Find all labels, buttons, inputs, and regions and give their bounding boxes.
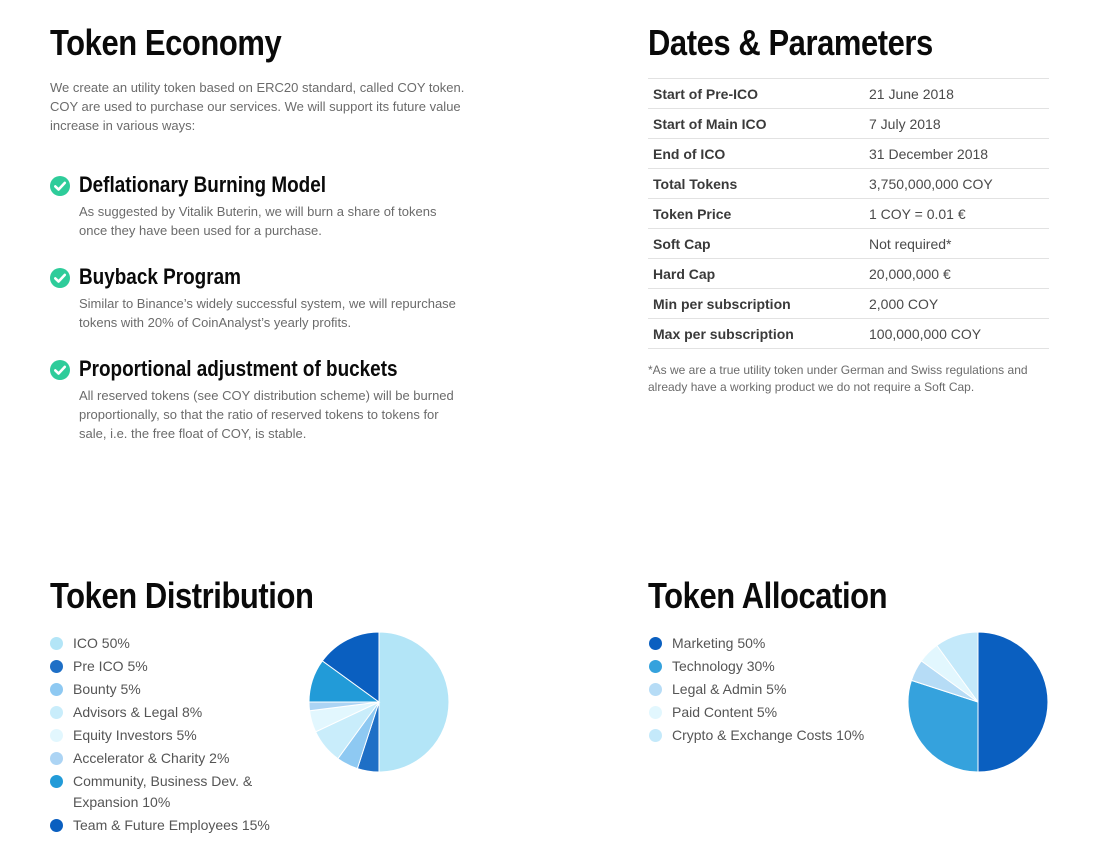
legend-swatch (50, 706, 63, 719)
legend-label: Technology 30% (672, 658, 775, 674)
table-row: Total Tokens 3,750,000,000 COY (648, 168, 1049, 199)
legend-swatch (50, 729, 63, 742)
feature-description: All reserved tokens (see COY distributio… (79, 388, 454, 441)
param-value: 3,750,000,000 COY (869, 175, 993, 192)
parameters-table: Start of Pre-ICO 21 June 2018 Start of Ma… (648, 78, 1049, 349)
legend-swatch (649, 683, 662, 696)
check-circle-icon (50, 176, 70, 196)
legend-item: Equity Investors 5% (50, 725, 290, 746)
legend-swatch (50, 752, 63, 765)
pie-slice (936, 631, 979, 704)
table-row: Min per subscription 2,000 COY (648, 288, 1049, 319)
pie-slice (321, 631, 380, 703)
feature-description: Similar to Binance’s widely successful s… (79, 296, 456, 330)
pie-slice (977, 631, 1049, 773)
pie-slice (378, 631, 450, 773)
param-value: 100,000,000 COY (869, 325, 982, 342)
allocation-legend: Marketing 50% Technology 30% Legal & Admin… (649, 633, 909, 748)
legend-swatch (649, 660, 662, 673)
param-label: Start of Main ICO (653, 115, 767, 132)
legend-label: ICO 50% (73, 635, 130, 651)
feature-title: Buyback Program (79, 264, 241, 289)
table-row: Hard Cap 20,000,000 € (648, 258, 1049, 289)
param-label: End of ICO (653, 145, 726, 162)
legend-label: Equity Investors 5% (73, 727, 197, 743)
legend-item: Accelerator & Charity 2% (50, 748, 290, 769)
param-value: 1 COY = 0.01 € (869, 205, 966, 222)
soft-cap-footnote: *As we are a true utility token under Ge… (648, 363, 1028, 394)
allocation-pie-chart (907, 631, 1049, 773)
table-row: Start of Main ICO 7 July 2018 (648, 108, 1049, 139)
distribution-legend: ICO 50% Pre ICO 5% Bounty 5% Advisors & Leg… (50, 633, 290, 838)
legend-label: Advisors & Legal 8% (73, 704, 203, 720)
legend-item: Technology 30% (649, 656, 909, 677)
legend-item: ICO 50% (50, 633, 290, 654)
token-allocation-title: Token Allocation (648, 575, 888, 616)
param-label: Soft Cap (653, 235, 711, 252)
token-distribution-title: Token Distribution (50, 575, 314, 616)
distribution-pie-chart (308, 631, 450, 773)
legend-label: Crypto & Exchange Costs 10% (672, 727, 865, 743)
param-label: Hard Cap (653, 265, 716, 282)
legend-item: Community, Business Dev. & Expansion 10% (50, 771, 290, 813)
legend-item: Pre ICO 5% (50, 656, 290, 677)
legend-swatch (649, 729, 662, 742)
legend-label: Legal & Admin 5% (672, 681, 787, 697)
param-label: Start of Pre-ICO (653, 85, 759, 102)
feature-title: Proportional adjustment of buckets (79, 356, 398, 381)
legend-swatch (649, 706, 662, 719)
table-row: End of ICO 31 December 2018 (648, 138, 1049, 169)
token-economy-title: Token Economy (50, 22, 282, 63)
param-label: Max per subscription (653, 325, 794, 342)
legend-swatch (50, 819, 63, 832)
param-value: 21 June 2018 (869, 85, 954, 102)
legend-item: Bounty 5% (50, 679, 290, 700)
param-value: 20,000,000 € (869, 265, 951, 282)
legend-label: Marketing 50% (672, 635, 766, 651)
legend-label: Pre ICO 5% (73, 658, 148, 674)
legend-swatch (50, 637, 63, 650)
legend-label: Accelerator & Charity 2% (73, 750, 230, 766)
param-label: Token Price (653, 205, 732, 222)
table-row: Max per subscription 100,000,000 COY (648, 318, 1049, 349)
legend-item: Paid Content 5% (649, 702, 909, 723)
legend-swatch (649, 637, 662, 650)
pie-slice (907, 679, 979, 773)
check-circle-icon (50, 268, 70, 288)
check-circle-icon (50, 360, 70, 380)
dates-parameters-title: Dates & Parameters (648, 22, 933, 63)
feature-title: Deflationary Burning Model (79, 172, 327, 197)
param-label: Min per subscription (653, 295, 791, 312)
legend-item: Advisors & Legal 8% (50, 702, 290, 723)
token-economy-intro: We create an utility token based on ERC2… (50, 80, 465, 133)
param-value: 31 December 2018 (869, 145, 989, 162)
legend-swatch (50, 683, 63, 696)
param-label: Total Tokens (653, 175, 738, 192)
param-value: Not required* (869, 235, 952, 252)
legend-label: Bounty 5% (73, 681, 141, 697)
legend-item: Team & Future Employees 15% (50, 815, 290, 836)
legend-label: Paid Content 5% (672, 704, 778, 720)
param-value: 7 July 2018 (869, 115, 941, 132)
legend-swatch (50, 775, 63, 788)
table-row: Soft Cap Not required* (648, 228, 1049, 259)
legend-label: Team & Future Employees 15% (73, 817, 270, 833)
param-value: 2,000 COY (869, 295, 939, 312)
legend-label: Community, Business Dev. & Expansion 10% (73, 773, 253, 810)
table-row: Start of Pre-ICO 21 June 2018 (648, 78, 1049, 109)
table-row: Token Price 1 COY = 0.01 € (648, 198, 1049, 229)
legend-item: Marketing 50% (649, 633, 909, 654)
legend-item: Legal & Admin 5% (649, 679, 909, 700)
legend-swatch (50, 660, 63, 673)
feature-description: As suggested by Vitalik Buterin, we will… (79, 204, 437, 238)
legend-item: Crypto & Exchange Costs 10% (649, 725, 909, 746)
